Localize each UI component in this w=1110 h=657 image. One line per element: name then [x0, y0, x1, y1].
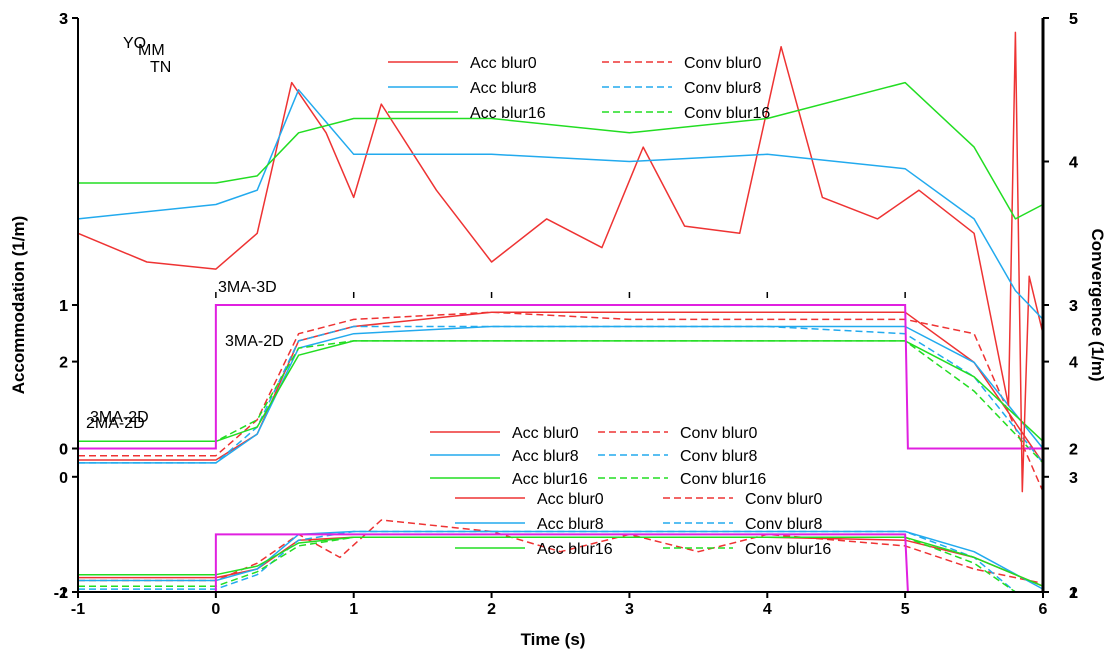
panel-label: YO: [123, 35, 146, 52]
legend-label: Conv blur16: [680, 471, 766, 488]
y-tick-label-left: 2: [59, 355, 68, 372]
series-acc-blur0: [77, 31, 1044, 493]
series-acc-blur8: [78, 325, 1044, 464]
legend-label: Acc blur8: [512, 448, 579, 465]
legend-label: Conv blur8: [680, 448, 757, 465]
legend-label: Acc blur16: [512, 471, 588, 488]
y-tick-label-right: 2: [1069, 442, 1078, 459]
series-conv-blur8: [78, 325, 1044, 464]
x-tick-label: 4: [763, 601, 772, 618]
y-tick-label-right: 2: [1069, 442, 1078, 459]
legend-label: Conv blur8: [684, 80, 761, 97]
series-acc-blur16: [78, 81, 1044, 220]
legend-label: Acc blur0: [470, 55, 537, 72]
y-tick-label-left: 3: [59, 11, 68, 28]
panel-label: MM: [138, 42, 165, 59]
y-tick-label-left: -2: [54, 585, 68, 602]
y-tick-label-right: 3: [1069, 298, 1078, 315]
step-label: 2MA-2D: [86, 415, 145, 432]
legend-label: Acc blur16: [470, 105, 546, 122]
y-tick-label-right: 3: [1069, 298, 1078, 315]
y-tick-label-right: 4: [1069, 155, 1078, 172]
y-tick-label-right: 5: [1069, 11, 1078, 28]
legend-label: Conv blur16: [684, 105, 770, 122]
legend-label: Conv blur8: [745, 516, 822, 533]
series-conv-blur16: [78, 536, 1043, 593]
y-tick-label-right: 1: [1069, 585, 1078, 602]
y-axis-title-left: Accommodation (1/m): [9, 216, 28, 395]
y-tick-label-right: 4: [1069, 355, 1078, 372]
x-ticks: -1 0 1 2 3 4 5 6: [71, 292, 1048, 618]
legend-label: Acc blur8: [470, 80, 537, 97]
x-tick-label: -1: [71, 601, 85, 618]
step-label: 3MA-3D: [218, 279, 277, 296]
y-tick-label-right: 1: [1069, 585, 1078, 602]
step-label: 3MA-2D: [90, 409, 149, 426]
series-conv-blur0: [78, 519, 1044, 585]
x-tick-label: 6: [1039, 601, 1048, 618]
y-axis-title-right: Convergence (1/m): [1088, 228, 1107, 381]
y-tick-label-left: 1: [59, 298, 68, 315]
legend-label: Conv blur16: [745, 541, 831, 558]
legend-label: Acc blur16: [537, 541, 613, 558]
series-acc-blur0: [78, 311, 1044, 464]
y-tick-label-right: 5: [1069, 11, 1078, 28]
legends: Acc blur0 Conv blur0 Acc blur8 Conv blur8 Ac…: [388, 55, 831, 558]
y-tick-label-left: 0: [59, 470, 68, 487]
y-tick-label-left: -1: [54, 585, 68, 602]
series-acc-blur16: [78, 340, 1044, 443]
series-acc-blur8: [77, 89, 1044, 320]
y-tick-label-right: 3: [1069, 470, 1078, 487]
y-tick-label-left: 0: [59, 442, 68, 459]
step-label: 3MA-2D: [225, 333, 284, 350]
legend-label: Acc blur0: [512, 425, 579, 442]
x-tick-label: 3: [625, 601, 634, 618]
y-tick-label-left: 1: [59, 298, 68, 315]
x-axis-title: Time (s): [521, 630, 586, 649]
y-tick-label-left: 3: [59, 11, 68, 28]
stimulus-step: [78, 304, 1043, 450]
legend-label: Conv blur0: [745, 491, 822, 508]
x-tick-label: 1: [349, 601, 358, 618]
x-tick-label: 0: [211, 601, 220, 618]
y-tick-label-right: 4: [1069, 155, 1078, 172]
series-conv-blur8: [78, 530, 1043, 593]
y-tick-label-right: 2: [1069, 585, 1078, 602]
legend-label: Acc blur0: [537, 491, 604, 508]
panel-label: TN: [150, 59, 171, 76]
y-tick-label-left: 0: [59, 442, 68, 459]
legend-label: Conv blur0: [684, 55, 761, 72]
x-tick-label: 5: [901, 601, 910, 618]
legend-label: Conv blur0: [680, 425, 757, 442]
x-tick-label: 2: [487, 601, 496, 618]
legend-label: Acc blur8: [537, 516, 604, 533]
series-conv-blur16: [78, 340, 1044, 464]
plot-area: [77, 31, 1044, 593]
